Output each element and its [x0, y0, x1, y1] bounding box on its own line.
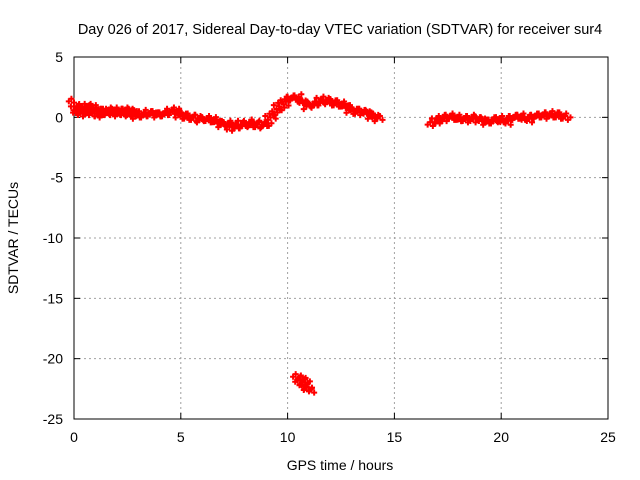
data-point — [450, 112, 457, 119]
data-point — [369, 114, 376, 121]
data-point — [435, 112, 442, 119]
x-axis-ticks: 0 5 10 15 20 25 — [70, 57, 616, 445]
data-point — [347, 107, 354, 113]
data-point — [493, 114, 499, 121]
data-point — [298, 382, 305, 389]
x-tick-label-0: 0 — [70, 429, 78, 445]
data-point — [457, 114, 464, 121]
data-point — [164, 105, 171, 112]
data-point — [269, 108, 276, 115]
data-point — [463, 113, 470, 120]
data-point — [303, 384, 310, 391]
data-point — [311, 389, 318, 396]
data-point — [562, 113, 569, 120]
data-point — [334, 99, 341, 106]
data-point — [185, 112, 192, 119]
data-point — [302, 375, 309, 382]
data-point — [548, 110, 555, 117]
data-point — [305, 99, 312, 106]
data-point — [557, 111, 564, 118]
y-axis-ticks: -25 -20 -15 -10 -5 0 5 — [43, 49, 608, 427]
x-tick-label-20: 20 — [493, 429, 509, 445]
data-point — [356, 105, 363, 112]
data-point — [71, 99, 77, 106]
data-point — [87, 100, 94, 107]
data-point — [294, 377, 301, 384]
series-SDTVAR — [65, 91, 574, 396]
data-point — [206, 115, 213, 122]
chart-title: Day 026 of 2017, Sidereal Day-to-day VTE… — [78, 22, 602, 38]
data-point — [535, 110, 542, 117]
data-point — [341, 100, 348, 107]
data-point — [527, 111, 534, 118]
data-point — [176, 111, 183, 118]
data-point — [68, 95, 75, 102]
x-tick-label-25: 25 — [600, 429, 616, 445]
data-point — [192, 111, 199, 118]
data-point — [478, 115, 485, 122]
data-point — [110, 107, 117, 113]
y-tick-label-5: 5 — [55, 49, 63, 65]
data-point — [376, 112, 383, 119]
data-point — [299, 97, 306, 104]
data-point — [313, 94, 320, 101]
x-tick-label-15: 15 — [387, 429, 403, 445]
data-point — [505, 113, 512, 120]
y-axis-label: SDTVAR / TECUs — [5, 182, 21, 294]
data-point — [542, 109, 549, 116]
data-point — [99, 105, 106, 112]
data-point — [121, 108, 128, 115]
data-point — [471, 112, 478, 119]
data-point — [262, 113, 269, 120]
data-point — [306, 378, 313, 385]
data-point — [379, 116, 386, 123]
sdtvar-series — [65, 91, 574, 396]
data-point — [149, 108, 156, 115]
data-point — [268, 120, 275, 127]
data-point — [142, 106, 149, 113]
data-point — [297, 373, 304, 380]
y-tick-label--25: -25 — [43, 411, 63, 427]
data-point — [320, 93, 327, 100]
data-point — [308, 385, 315, 392]
data-point — [326, 98, 333, 105]
data-point — [67, 103, 74, 110]
data-point — [292, 94, 299, 101]
data-point — [176, 105, 183, 112]
data-point — [514, 111, 521, 118]
y-tick-label-0: 0 — [55, 109, 63, 125]
data-point — [113, 104, 120, 111]
data-point — [213, 116, 220, 123]
y-tick-label--5: -5 — [51, 170, 64, 186]
data-point — [441, 111, 448, 118]
data-point — [270, 102, 277, 109]
data-point — [363, 108, 370, 115]
data-point — [292, 371, 299, 378]
x-axis-label: GPS time / hours — [287, 457, 394, 473]
data-point — [125, 105, 132, 112]
y-tick-label--15: -15 — [43, 290, 63, 306]
data-point — [170, 104, 177, 111]
data-point — [240, 117, 247, 124]
data-point — [567, 114, 574, 121]
data-point — [235, 117, 242, 124]
data-point — [219, 119, 226, 126]
data-point — [130, 109, 137, 116]
y-tick-label--20: -20 — [43, 351, 63, 367]
data-point — [134, 110, 141, 117]
data-point — [89, 109, 96, 116]
data-point — [283, 93, 290, 100]
data-point — [155, 109, 162, 116]
x-tick-label-10: 10 — [280, 429, 296, 445]
data-point — [198, 114, 205, 121]
x-tick-label-5: 5 — [177, 429, 185, 445]
y-tick-label--10: -10 — [43, 230, 63, 246]
data-point — [256, 117, 263, 124]
